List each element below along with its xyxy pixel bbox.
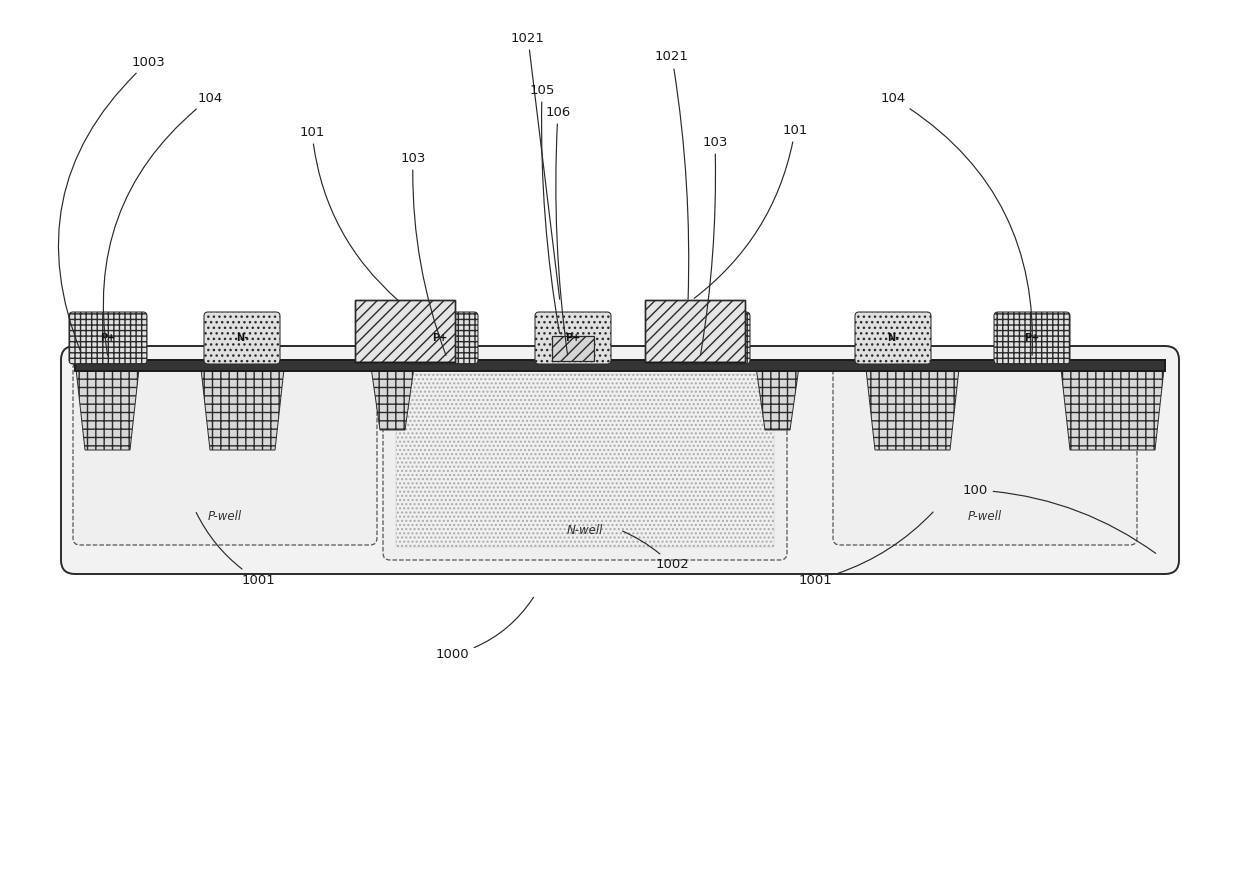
FancyBboxPatch shape [856,312,931,364]
Text: 103: 103 [401,152,446,356]
Polygon shape [200,360,285,450]
FancyBboxPatch shape [205,312,280,364]
FancyBboxPatch shape [534,312,611,364]
Text: 1021: 1021 [655,51,689,300]
Text: P+: P+ [433,333,448,343]
Bar [645,300,745,362]
Text: 101: 101 [694,124,807,299]
FancyBboxPatch shape [69,312,148,364]
Bar [552,336,594,361]
Text: N-: N- [236,333,248,343]
FancyBboxPatch shape [678,312,750,364]
FancyBboxPatch shape [402,312,477,364]
Bar [74,360,1166,371]
Text: P+: P+ [100,333,115,343]
Text: 103: 103 [701,136,728,356]
Polygon shape [370,360,415,430]
FancyBboxPatch shape [61,346,1179,574]
Text: 1001: 1001 [799,512,932,587]
Bar [355,300,455,362]
Text: N-well: N-well [567,525,603,538]
Bar [355,300,455,362]
Text: 1002: 1002 [622,531,689,571]
FancyBboxPatch shape [73,361,377,545]
Polygon shape [866,360,960,450]
Text: 1000: 1000 [435,597,533,661]
Text: 104: 104 [103,91,223,356]
FancyBboxPatch shape [994,312,1070,364]
Text: P-well: P-well [208,510,242,522]
Polygon shape [755,360,800,430]
Text: 105: 105 [529,83,559,333]
Polygon shape [1060,360,1166,450]
Text: P+: P+ [565,333,580,343]
Bar [645,300,745,362]
Text: N-: N- [887,333,899,343]
Text: P+: P+ [1024,333,1039,343]
Text: 104: 104 [880,91,1033,356]
Bar [396,374,774,547]
Text: 1003: 1003 [58,55,165,352]
FancyBboxPatch shape [383,361,787,560]
Text: 106: 106 [546,105,570,356]
Text: 100: 100 [962,484,1156,554]
Text: 101: 101 [299,125,398,300]
Text: P-well: P-well [968,510,1002,522]
Polygon shape [74,360,140,450]
Text: 1001: 1001 [196,512,275,587]
Text: 1021: 1021 [511,32,559,300]
FancyBboxPatch shape [833,361,1137,545]
